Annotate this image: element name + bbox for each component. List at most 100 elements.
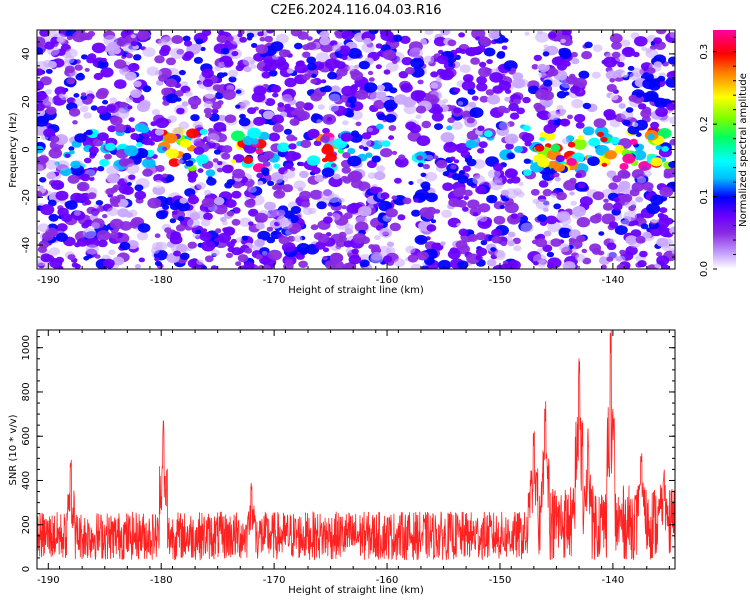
heatmap-cell [655, 107, 668, 117]
heatmap-cell [601, 213, 616, 225]
heatmap-cell [385, 41, 391, 46]
heatmap-cell [347, 96, 357, 104]
heatmap-cell [522, 96, 531, 104]
heatmap-cell [125, 163, 140, 174]
heatmap-cell [321, 167, 335, 178]
heatmap-cell [581, 248, 588, 254]
heatmap-cell [214, 237, 220, 242]
heatmap-cell [187, 241, 197, 249]
heatmap-cell [547, 257, 562, 269]
heatmap-cell [402, 197, 412, 205]
heatmap-cell [284, 103, 291, 109]
heatmap-cell [241, 235, 249, 241]
heatmap-cell [442, 171, 450, 177]
heatmap-cell [299, 190, 312, 200]
x-tick-label: -150 [489, 575, 512, 586]
heatmap-cell [67, 254, 76, 261]
heatmap-cell [194, 140, 204, 148]
heatmap-cell [222, 164, 234, 174]
heatmap-cell [575, 172, 582, 179]
heatmap-cell [570, 85, 581, 94]
heatmap-cell [431, 112, 444, 122]
heatmap-cell [451, 121, 463, 130]
heatmap-cell [447, 117, 455, 124]
heatmap-cell [190, 114, 200, 122]
heatmap-cell [80, 95, 87, 101]
heatmap-cell [625, 235, 638, 245]
heatmap-cell [273, 163, 281, 169]
heatmap-cell [556, 191, 567, 201]
heatmap-cell [581, 51, 593, 60]
heatmap-cell [136, 231, 149, 241]
heatmap-cell [299, 170, 309, 179]
heatmap-cell [294, 63, 308, 74]
heatmap-cell [374, 235, 381, 241]
heatmap-cell [500, 240, 508, 247]
heatmap-cell [629, 138, 638, 145]
heatmap-cell [86, 56, 95, 64]
heatmap-cell [284, 77, 297, 88]
heatmap-cell [56, 36, 65, 43]
heatmap-cell [128, 127, 136, 133]
y-tick-label: 0 [21, 566, 32, 572]
heatmap-cell [201, 30, 212, 37]
heatmap-cell [417, 162, 424, 168]
heatmap-cell [161, 36, 174, 46]
heatmap-cell [629, 72, 641, 81]
heatmap-cell [322, 127, 330, 134]
heatmap-cell [49, 258, 63, 269]
heatmap-cell [84, 219, 94, 227]
heatmap-cell [257, 180, 264, 186]
heatmap-cell [70, 160, 81, 169]
heatmap-cell [606, 84, 617, 92]
heatmap-cell [169, 218, 177, 224]
heatmap-cell [179, 138, 192, 148]
heatmap-cell [195, 229, 202, 235]
heatmap-cell [576, 217, 591, 228]
heatmap-cell [211, 108, 219, 114]
heatmap-cell [582, 126, 595, 136]
heatmap-cell [478, 141, 488, 149]
heatmap-cell [192, 43, 202, 51]
heatmap-cell [112, 256, 125, 266]
heatmap-cell [559, 243, 570, 253]
heatmap-cell [365, 152, 373, 158]
heatmap-cell [180, 81, 188, 87]
heatmap-cell [341, 262, 357, 269]
heatmap-cell [623, 211, 637, 222]
heatmap-cell [592, 191, 605, 201]
heatmap-cell [106, 104, 117, 113]
heatmap-cell [107, 125, 117, 133]
x-tick-label: -150 [489, 275, 512, 286]
heatmap-cell [610, 136, 620, 145]
heatmap-cell [621, 46, 636, 58]
heatmap-cell [606, 256, 614, 262]
heatmap-cell [417, 79, 424, 85]
heatmap-cell [521, 132, 535, 143]
heatmap-cell [348, 254, 362, 265]
heatmap-cell [42, 59, 54, 68]
heatmap-cell [635, 235, 646, 244]
heatmap-cell [524, 31, 530, 36]
heatmap-cell [130, 41, 138, 47]
heatmap-cell [617, 255, 626, 262]
heatmap-cell [302, 207, 313, 216]
heatmap-cell [535, 238, 548, 248]
heatmap-cell [119, 68, 127, 74]
heatmap-cell [455, 47, 463, 54]
heatmap-cell [237, 33, 243, 38]
heatmap-cell [496, 52, 506, 59]
heatmap-cell [85, 244, 99, 255]
heatmap-cell [531, 64, 539, 70]
heatmap-cell [548, 32, 557, 39]
heatmap-cell [537, 159, 548, 167]
heatmap-cell [84, 67, 90, 72]
heatmap-cell [479, 36, 489, 44]
heatmap-cell [478, 61, 487, 68]
x-tick-label: -160 [376, 275, 399, 286]
heatmap-cell [281, 94, 293, 103]
heatmap-cell [416, 251, 429, 261]
heatmap-cell [342, 152, 351, 159]
heatmap-cell [275, 33, 289, 44]
heatmap-cell [193, 56, 203, 64]
